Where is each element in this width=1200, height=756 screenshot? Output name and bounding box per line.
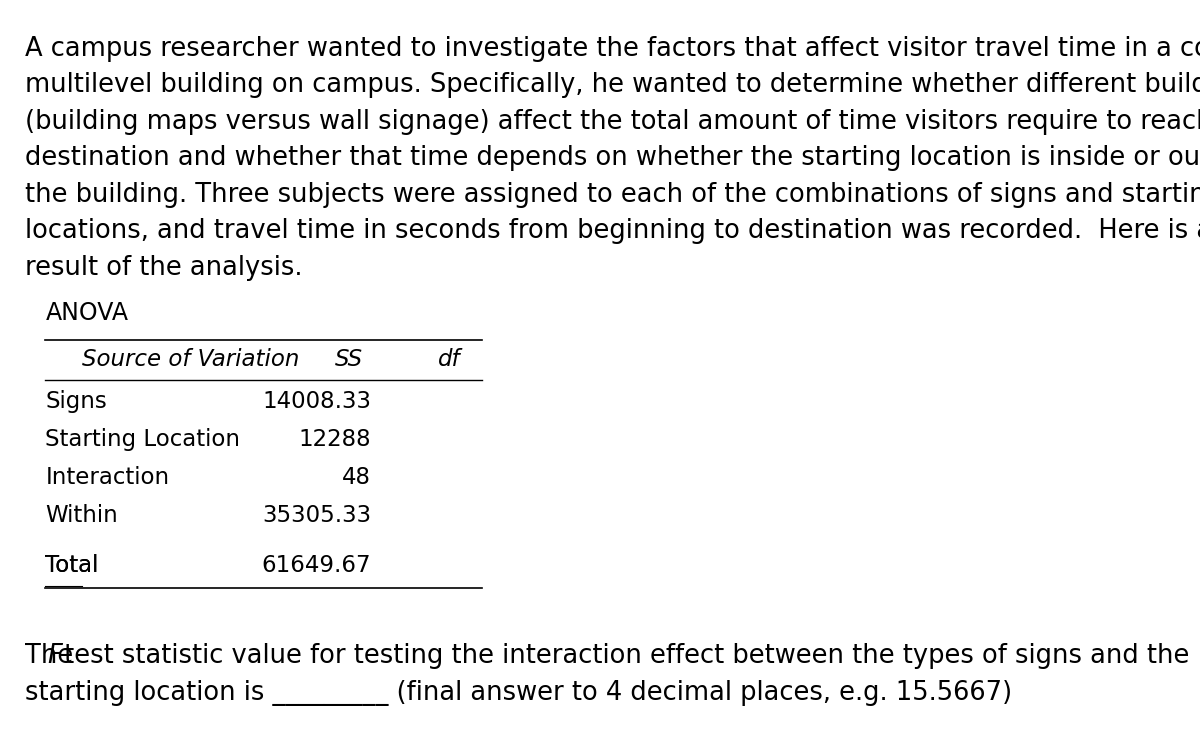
Text: The: The <box>25 643 82 670</box>
Text: (building maps versus wall signage) affect the total amount of time visitors req: (building maps versus wall signage) affe… <box>25 109 1200 135</box>
Text: Total: Total <box>46 554 98 578</box>
Text: locations, and travel time in seconds from beginning to destination was recorded: locations, and travel time in seconds fr… <box>25 218 1200 244</box>
Text: 61649.67: 61649.67 <box>262 554 371 578</box>
Text: SS: SS <box>335 349 362 371</box>
Text: Starting Location: Starting Location <box>46 429 240 451</box>
Text: ANOVA: ANOVA <box>46 302 128 326</box>
Text: Total: Total <box>46 554 98 578</box>
Text: test statistic value for testing the interaction effect between the types of sig: test statistic value for testing the int… <box>56 643 1189 670</box>
Text: Within: Within <box>46 504 119 528</box>
Text: 48: 48 <box>342 466 371 489</box>
Text: Interaction: Interaction <box>46 466 169 489</box>
Text: result of the analysis.: result of the analysis. <box>25 255 302 281</box>
Text: Signs: Signs <box>46 391 107 414</box>
Text: Source of Variation: Source of Variation <box>83 349 300 371</box>
Text: multilevel building on campus. Specifically, he wanted to determine whether diff: multilevel building on campus. Specifica… <box>25 73 1200 98</box>
Text: the building. Three subjects were assigned to each of the combinations of signs : the building. Three subjects were assign… <box>25 182 1200 208</box>
Text: 14008.33: 14008.33 <box>263 391 371 414</box>
Text: destination and whether that time depends on whether the starting location is in: destination and whether that time depend… <box>25 145 1200 172</box>
Text: df: df <box>438 349 461 371</box>
Text: starting location is _________ (final answer to 4 decimal places, e.g. 15.5667): starting location is _________ (final an… <box>25 680 1013 706</box>
Text: F: F <box>48 643 62 670</box>
Text: 12288: 12288 <box>299 429 371 451</box>
Text: A campus researcher wanted to investigate the factors that affect visitor travel: A campus researcher wanted to investigat… <box>25 36 1200 62</box>
Text: 35305.33: 35305.33 <box>262 504 371 528</box>
